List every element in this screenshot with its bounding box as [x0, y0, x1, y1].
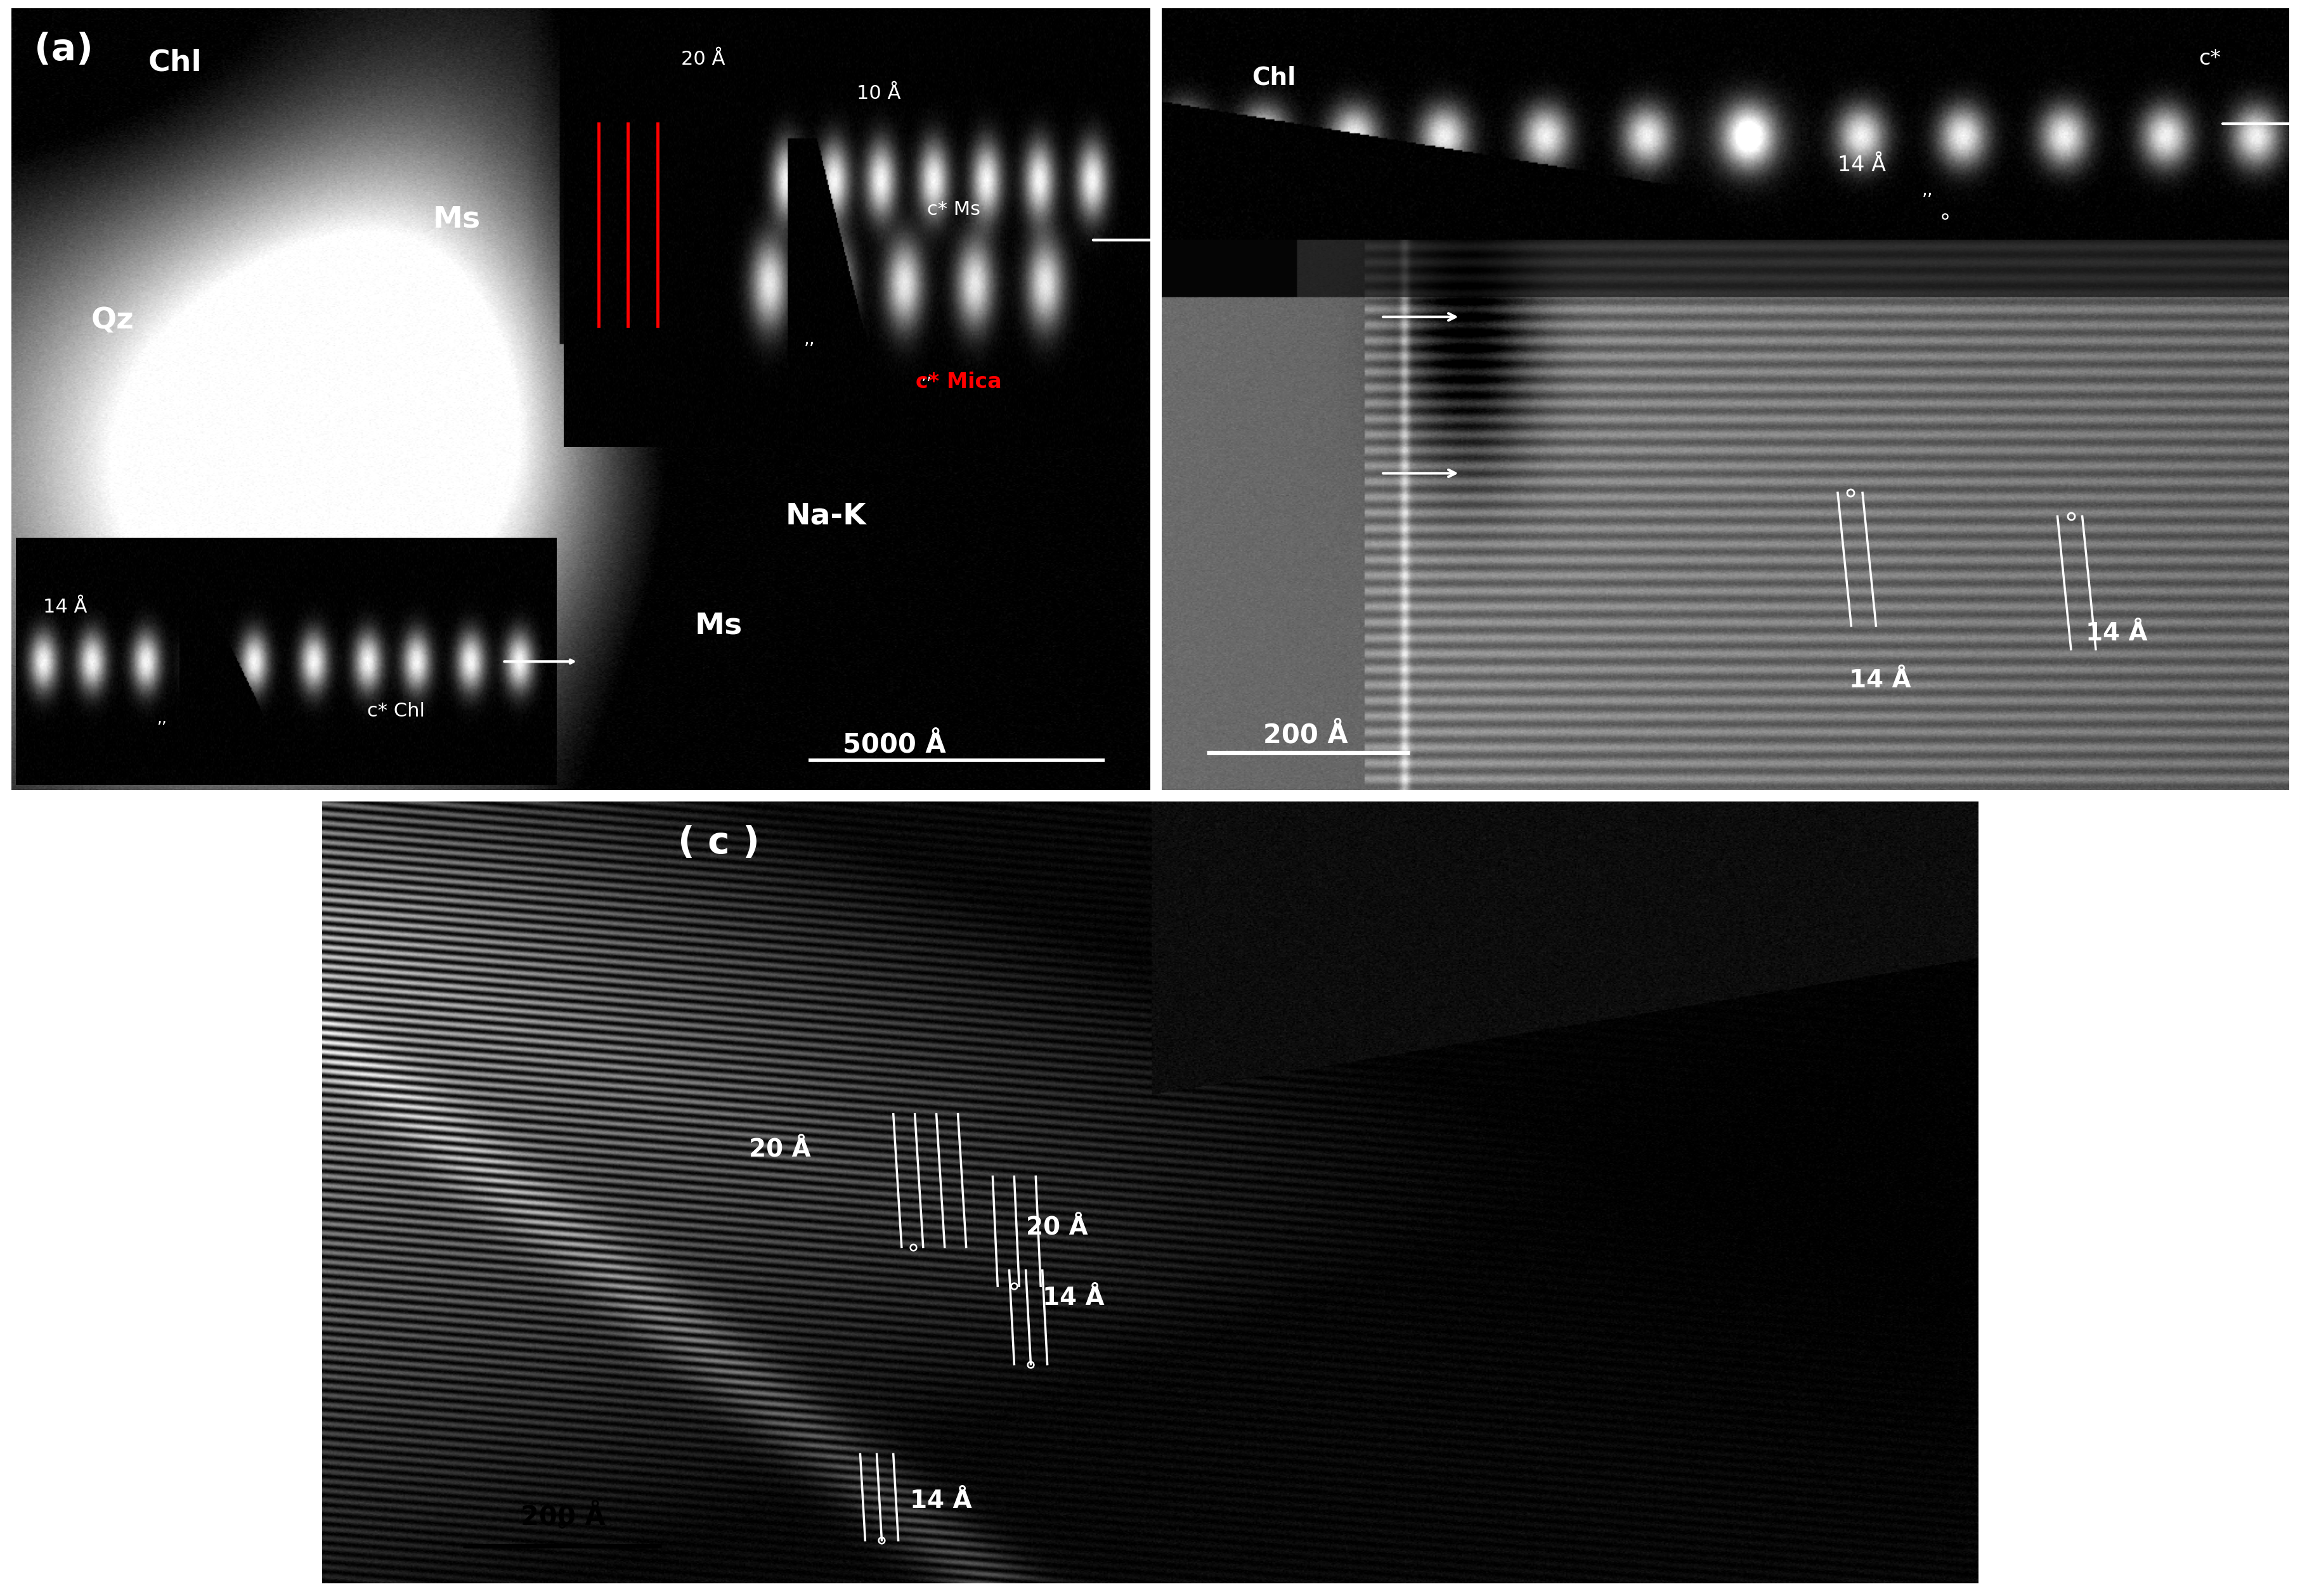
Text: Ms: Ms: [432, 204, 481, 233]
Text: 14 Å: 14 Å: [911, 1489, 973, 1513]
Text: c* Mica: c* Mica: [915, 372, 1000, 393]
Text: (a): (a): [34, 32, 94, 67]
Text: c* Chl: c* Chl: [368, 702, 426, 720]
Text: 20 Å: 20 Å: [1026, 1216, 1088, 1240]
Text: 14 Å: 14 Å: [1042, 1286, 1104, 1310]
Text: 10 Å: 10 Å: [856, 85, 902, 102]
Text: ,,: ,,: [922, 365, 934, 383]
Text: 14 Å: 14 Å: [44, 598, 87, 616]
Text: 200 Å: 200 Å: [1263, 721, 1348, 749]
Text: c*: c*: [2199, 48, 2220, 69]
Text: 14 Å: 14 Å: [1838, 155, 1886, 176]
Text: Na-K: Na-K: [718, 346, 798, 373]
Text: ,,: ,,: [805, 330, 816, 348]
Text: 200 Å: 200 Å: [520, 1503, 605, 1531]
Text: ,,: ,,: [1923, 182, 1934, 199]
Text: 20 Å: 20 Å: [681, 49, 724, 69]
Text: ( c ): ( c ): [678, 825, 759, 860]
Text: Chl: Chl: [1251, 65, 1295, 89]
Text: 14 Å: 14 Å: [1849, 669, 1911, 693]
Text: Ms: Ms: [695, 611, 743, 640]
Text: ,,: ,,: [156, 712, 168, 726]
Text: Na-K: Na-K: [787, 503, 867, 530]
Text: (b): (b): [1184, 32, 1244, 67]
Text: 14 Å: 14 Å: [2086, 621, 2148, 646]
Text: Qz: Qz: [92, 306, 133, 335]
Text: c* Ms: c* Ms: [927, 201, 980, 219]
Text: 20 Å: 20 Å: [748, 1138, 810, 1162]
Text: 5000 Å: 5000 Å: [842, 731, 945, 758]
Text: Chl: Chl: [147, 48, 202, 77]
